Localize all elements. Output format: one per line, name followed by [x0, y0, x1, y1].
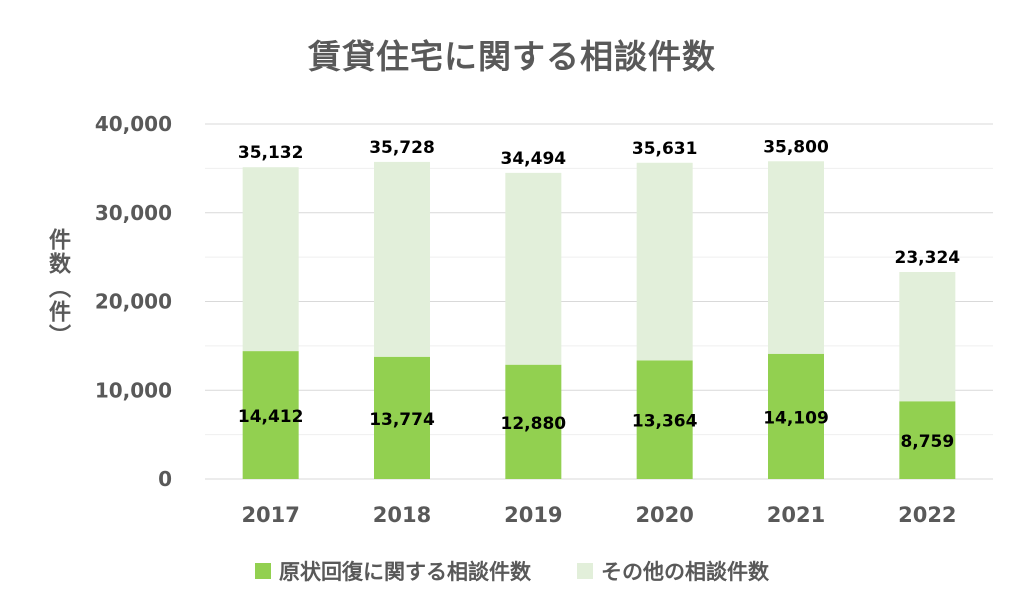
data-label-total: 35,132	[238, 143, 304, 163]
bar-other	[505, 172, 562, 365]
legend-swatch-restoration	[255, 563, 271, 579]
legend-item-restoration: 原状回復に関する相談件数	[255, 556, 531, 586]
bar-other	[636, 162, 693, 361]
data-label-restoration: 12,880	[501, 414, 567, 434]
data-label-total: 34,494	[501, 149, 567, 169]
x-tick-labels: 2017 2018 2019 2020 2021 2022	[241, 503, 956, 527]
gridlines	[205, 123, 993, 480]
legend-swatch-other	[577, 563, 593, 579]
data-label-total: 35,800	[763, 137, 829, 157]
y-tick-label: 0	[158, 467, 172, 491]
y-axis-title: 件数（件）	[45, 228, 70, 348]
bar-other	[374, 161, 430, 357]
data-label-total: 35,631	[632, 139, 698, 159]
legend-label-restoration: 原状回復に関する相談件数	[279, 560, 531, 584]
data-label-restoration: 14,109	[763, 408, 829, 428]
data-label-restoration: 8,759	[900, 432, 954, 452]
bar-other	[242, 167, 299, 352]
x-tick-label: 2018	[373, 503, 431, 527]
data-label-total: 23,324	[895, 248, 961, 268]
x-tick-label: 2019	[504, 503, 562, 527]
x-tick-label: 2021	[767, 503, 825, 527]
bar-restoration	[636, 360, 693, 479]
y-tick-label: 20,000	[95, 290, 172, 314]
data-label-restoration: 13,364	[632, 412, 698, 432]
data-label-restoration: 14,412	[238, 407, 304, 427]
x-tick-label: 2022	[898, 503, 956, 527]
bar-restoration	[768, 353, 824, 479]
bar-other	[899, 271, 956, 402]
y-tick-labels: 0 10,000 20,000 30,000 40,000	[95, 112, 172, 491]
legend-label-other: その他の相談件数	[601, 560, 769, 584]
bars	[242, 161, 956, 479]
bar-restoration	[242, 351, 299, 479]
legend: 原状回復に関する相談件数 その他の相談件数	[0, 556, 1024, 586]
x-tick-label: 2017	[241, 503, 299, 527]
legend-item-other: その他の相談件数	[577, 556, 769, 586]
data-labels: 14,412 35,132 13,774 35,728 12,880 34,494 13,3…	[238, 137, 960, 452]
bar-restoration	[374, 356, 430, 479]
data-label-total: 35,728	[369, 138, 435, 158]
bar-restoration	[505, 364, 562, 479]
y-tick-label: 30,000	[95, 201, 172, 225]
data-label-restoration: 13,774	[369, 410, 435, 430]
x-tick-label: 2020	[635, 503, 693, 527]
chart-title: 賃貸住宅に関する相談件数	[308, 37, 716, 76]
bar-restoration	[899, 401, 956, 479]
y-tick-label: 40,000	[95, 112, 172, 136]
bar-other	[768, 161, 824, 354]
y-tick-label: 10,000	[95, 378, 172, 402]
